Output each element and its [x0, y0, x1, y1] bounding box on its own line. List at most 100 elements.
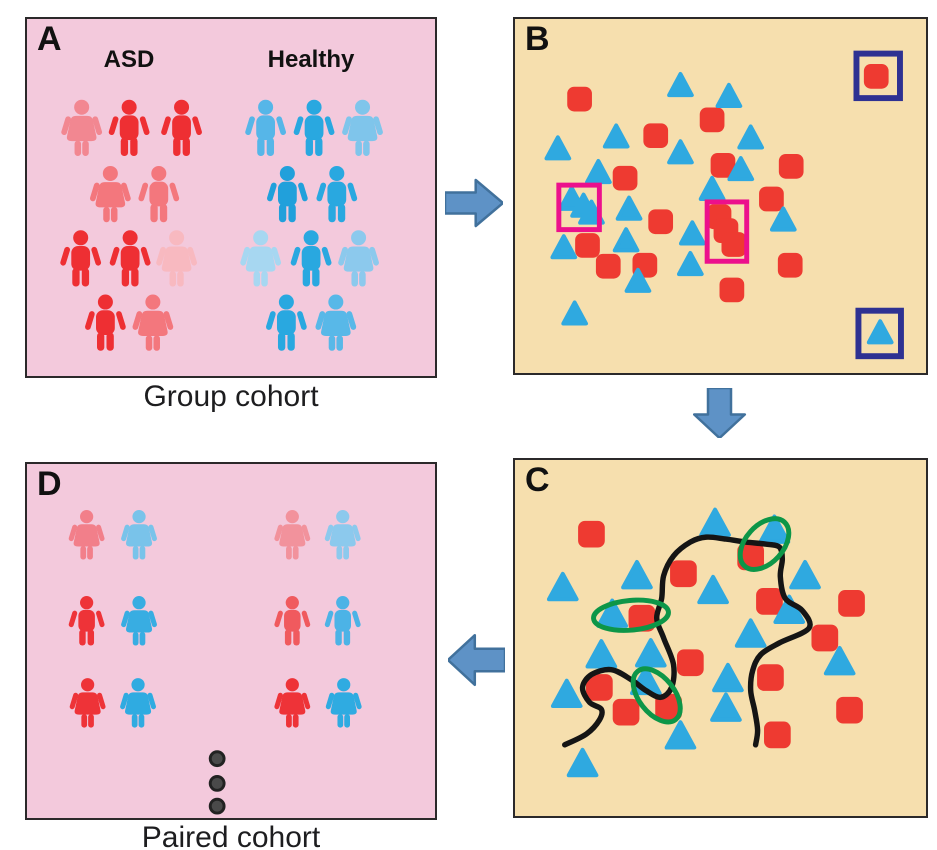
decision-boundary-curve [562, 534, 813, 748]
blue-triangle-marker [596, 598, 629, 628]
red-square-marker [838, 590, 865, 617]
person-icon-female [89, 165, 131, 223]
person-icon-female [240, 230, 282, 287]
person-icon-male [68, 596, 105, 646]
flow-arrow-down [692, 388, 747, 438]
blue-triangle-marker [678, 220, 706, 246]
panel-label-a: A [37, 20, 62, 58]
block-arrow-shape [448, 633, 505, 687]
person-icon-female [274, 510, 311, 560]
feature-space-scatter-layer [544, 50, 904, 360]
blue-triangle-marker [634, 638, 667, 668]
blue-triangle-marker [615, 195, 643, 221]
red-square-marker [710, 152, 736, 178]
blue-triangle-marker [612, 227, 640, 253]
red-square-marker [778, 153, 804, 179]
flow-arrow-right [445, 178, 503, 228]
blue-triangle-marker [544, 135, 572, 161]
green-pair-ellipse [591, 597, 671, 633]
blue-triangle-marker [561, 300, 588, 326]
panel-label-d: D [37, 465, 62, 503]
person-icon-female [61, 99, 103, 156]
red-square-marker [670, 560, 697, 588]
person-icon-male [265, 294, 307, 351]
person-icon-female [120, 678, 156, 728]
red-square-marker [586, 674, 613, 701]
red-square-marker [648, 209, 674, 235]
blue-triangle-marker [697, 574, 729, 605]
red-square-marker [567, 86, 592, 112]
red-square-marker [612, 698, 640, 726]
person-icon-female [324, 510, 361, 560]
blue-triangle-marker [710, 692, 742, 722]
red-square-marker [764, 721, 791, 749]
person-icon-male [109, 230, 151, 287]
person-icon-female [121, 596, 157, 646]
blue-triangle-marker [585, 639, 618, 669]
paired-cohort-people-layer [68, 510, 362, 815]
red-square-marker [643, 123, 669, 149]
group-cohort-people-layer [60, 99, 383, 351]
red-square-marker [756, 588, 783, 615]
paired-cohort-caption: Paired cohort [141, 821, 321, 850]
blue-triangle-marker [546, 571, 579, 602]
red-square-marker [721, 232, 747, 257]
person-icon-female [121, 510, 157, 560]
blue-triangle-marker [823, 646, 856, 676]
block-arrow-shape [445, 178, 503, 228]
green-pair-ellipse [737, 516, 792, 572]
blue-triangle-marker [621, 559, 653, 590]
person-icon-male [274, 596, 311, 646]
block-arrow-shape [692, 388, 747, 438]
red-square-marker [836, 696, 863, 724]
blue-triangle-marker [667, 72, 694, 98]
person-icon-female [342, 99, 383, 156]
magenta-highlight-box [556, 182, 602, 233]
red-square-marker [757, 664, 784, 691]
blue-triangle-marker [676, 250, 704, 277]
person-icon-male [316, 165, 358, 223]
person-icon-male [138, 165, 180, 223]
blue-triangle-marker [712, 662, 744, 693]
blue-triangle-marker [758, 514, 791, 544]
ellipsis-dot [208, 797, 226, 815]
person-icon-female [156, 230, 197, 287]
person-icon-male [266, 165, 308, 223]
blue-triangle-marker [789, 559, 821, 590]
blue-triangle-marker [734, 618, 767, 648]
person-icon-male [290, 230, 332, 287]
blue-triangle-marker [624, 267, 652, 293]
person-icon-male [293, 99, 335, 156]
blue-triangle-marker [866, 319, 894, 345]
person-icon-male [161, 99, 202, 156]
navy-highlight-box [853, 50, 903, 102]
blue-triangle-marker [585, 159, 612, 185]
blue-triangle-marker [773, 594, 806, 624]
panel-label-c: C [525, 461, 550, 499]
person-icon-female [315, 294, 357, 351]
red-square-marker [719, 277, 745, 303]
blue-triangle-marker [727, 156, 755, 182]
blue-triangle-marker [769, 206, 797, 232]
ellipsis-dot [208, 750, 226, 768]
red-square-marker [811, 624, 839, 652]
matching-boundary-layer [546, 507, 865, 778]
healthy-group-header: Healthy [267, 46, 355, 73]
person-icon-male [60, 230, 102, 287]
panel-a-group-cohort: A ASD Healthy [25, 17, 437, 378]
group-cohort-caption: Group cohort [143, 380, 319, 413]
panel-c-matching-boundary: C [513, 458, 928, 818]
blue-triangle-marker [566, 747, 599, 778]
asd-group-header: ASD [103, 46, 155, 73]
blue-triangle-marker [667, 139, 694, 165]
person-icon-female [68, 510, 105, 560]
blue-triangle-marker [550, 234, 578, 260]
flow-arrow-left [448, 633, 505, 687]
green-pair-ellipse [630, 666, 683, 725]
red-square-marker [759, 186, 784, 212]
magenta-highlight-box [704, 199, 750, 264]
person-icon-male [85, 294, 126, 351]
red-square-marker [699, 107, 725, 133]
panel-b-feature-space: B [513, 17, 928, 375]
panel-d-paired-cohort: D [25, 462, 437, 820]
